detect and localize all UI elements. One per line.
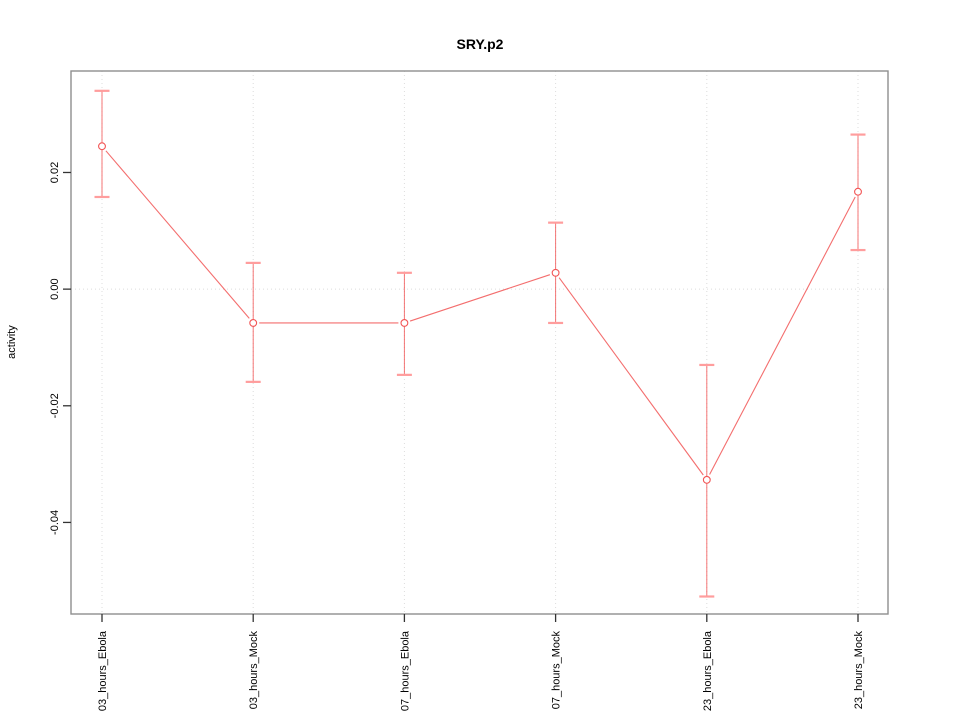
data-point [98,142,106,151]
series-segment [105,150,250,319]
series-segment [709,196,856,475]
series-segment [558,277,704,476]
data-point [249,319,258,327]
y-tick-label: -0.02 [49,393,61,418]
x-tick-label: 07_hours_Ebola [399,630,411,711]
x-tick-label: 23_hours_Ebola [702,630,714,711]
data-point [551,268,560,277]
y-tick-label: -0.04 [49,510,61,535]
series-segment [409,274,551,322]
y-axis-label: activity [6,325,18,359]
chart-title: SRY.p2 [456,36,504,52]
x-tick-label: 07_hours_Mock [551,631,563,710]
y-tick-label: 0.02 [49,162,61,183]
data-point [400,319,409,327]
data-point [854,187,862,196]
data-point [702,475,711,484]
x-tick-label: 03_hours_Ebola [97,630,109,711]
y-tick-label: 0.00 [49,278,61,299]
x-tick-label: 03_hours_Mock [248,631,260,710]
x-tick-label: 23_hours_Mock [853,631,865,710]
plot-frame [70,70,889,615]
